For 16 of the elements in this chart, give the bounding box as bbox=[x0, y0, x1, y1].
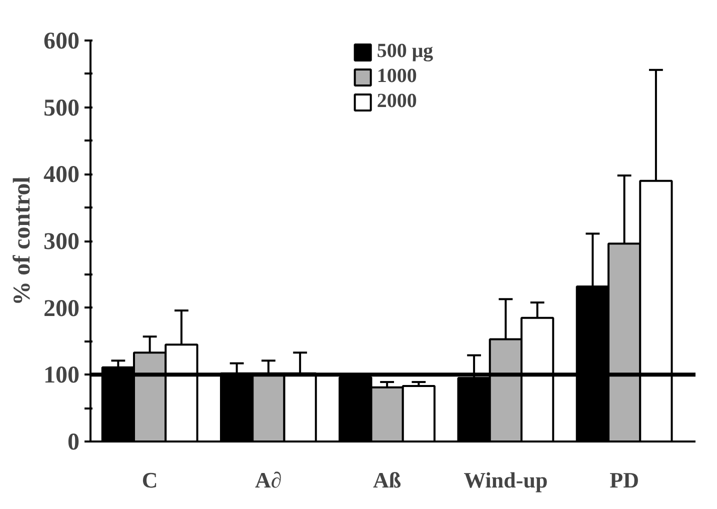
legend-label: 2000 bbox=[376, 90, 417, 113]
y-tick-label: 600 bbox=[44, 28, 80, 54]
y-tick-label: 100 bbox=[44, 362, 80, 389]
y-tick-label: 400 bbox=[44, 162, 80, 188]
y-tick-label: 0 bbox=[68, 430, 80, 456]
x-tick-label: PD bbox=[610, 468, 639, 492]
y-axis-title: % of control bbox=[10, 176, 36, 306]
x-tick-label: C bbox=[142, 468, 158, 492]
legend-label: 1000 bbox=[376, 65, 417, 88]
x-tick-label: Aß bbox=[373, 468, 402, 492]
x-tick-label: Wind-up bbox=[464, 468, 548, 492]
x-tick-label: A∂ bbox=[255, 468, 282, 492]
y-tick-label: 200 bbox=[44, 296, 80, 322]
y-tick-label: 500 bbox=[44, 95, 80, 122]
y-tick-label: 300 bbox=[44, 229, 80, 255]
legend-label: 500 μg bbox=[376, 40, 434, 63]
